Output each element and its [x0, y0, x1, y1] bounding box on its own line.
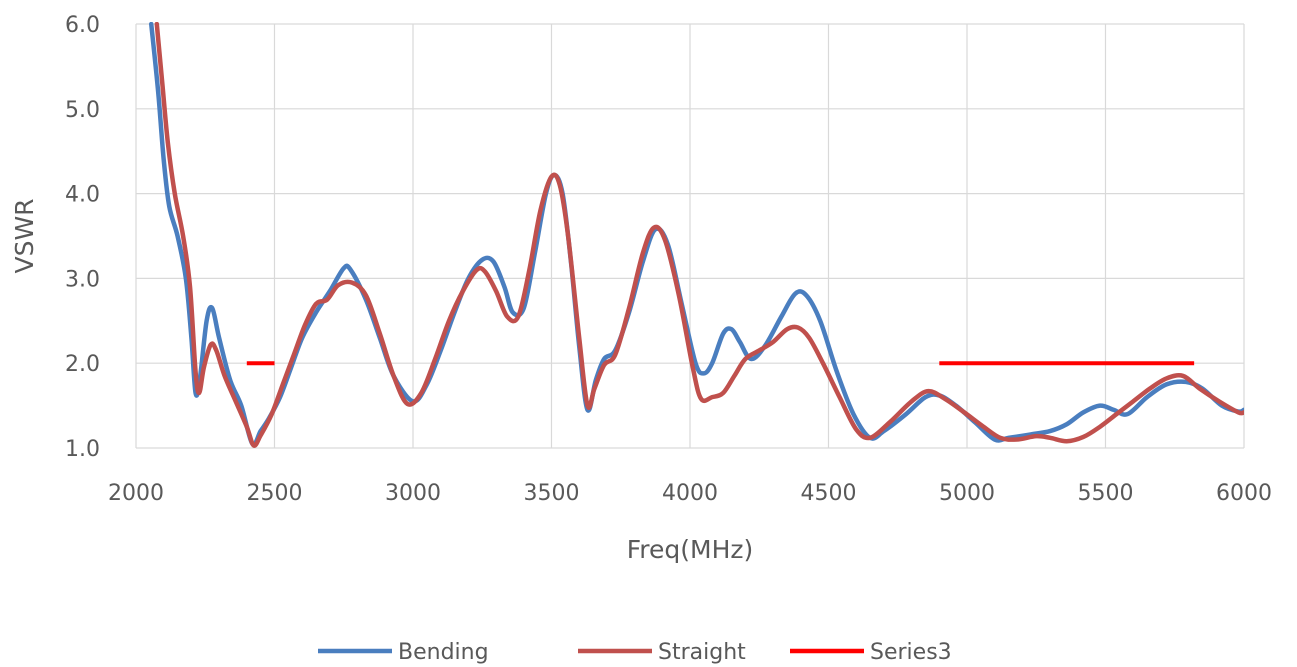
x-axis-title: Freq(MHz): [627, 535, 754, 564]
x-tick-label: 6000: [1216, 481, 1272, 506]
y-tick-labels: 1.0 2.0 3.0 4.0 5.0 6.0: [65, 13, 100, 462]
y-tick-label: 5.0: [65, 98, 100, 123]
series-line-straight: [154, 22, 1244, 448]
x-tick-label: 5500: [1078, 481, 1134, 506]
x-tick-label: 4500: [801, 481, 857, 506]
legend-label: Series3: [870, 640, 952, 665]
y-axis-title: VSWR: [10, 198, 39, 273]
legend-item-series3: Series3: [790, 640, 952, 665]
gridlines: [135, 23, 1245, 449]
y-tick-label: 3.0: [65, 267, 100, 292]
x-tick-label: 5000: [939, 481, 995, 506]
x-tick-label: 3500: [524, 481, 580, 506]
legend-item-straight: Straight: [578, 640, 746, 665]
x-tick-label: 2000: [108, 481, 164, 506]
x-tick-labels: 2000 2500 3000 3500 4000 4500 5000 5500 6000: [108, 481, 1272, 506]
legend-label: Bending: [398, 640, 489, 665]
legend-label: Straight: [658, 640, 746, 665]
y-tick-label: 6.0: [65, 13, 100, 38]
y-tick-label: 2.0: [65, 352, 100, 377]
x-tick-label: 3000: [385, 481, 441, 506]
x-tick-label: 4000: [662, 481, 718, 506]
y-tick-label: 4.0: [65, 183, 100, 208]
x-tick-label: 2500: [247, 481, 303, 506]
legend-item-bending: Bending: [318, 640, 489, 665]
legend: Bending Straight Series3: [318, 640, 952, 665]
y-tick-label: 1.0: [65, 437, 100, 462]
series-layer: [148, 22, 1244, 448]
